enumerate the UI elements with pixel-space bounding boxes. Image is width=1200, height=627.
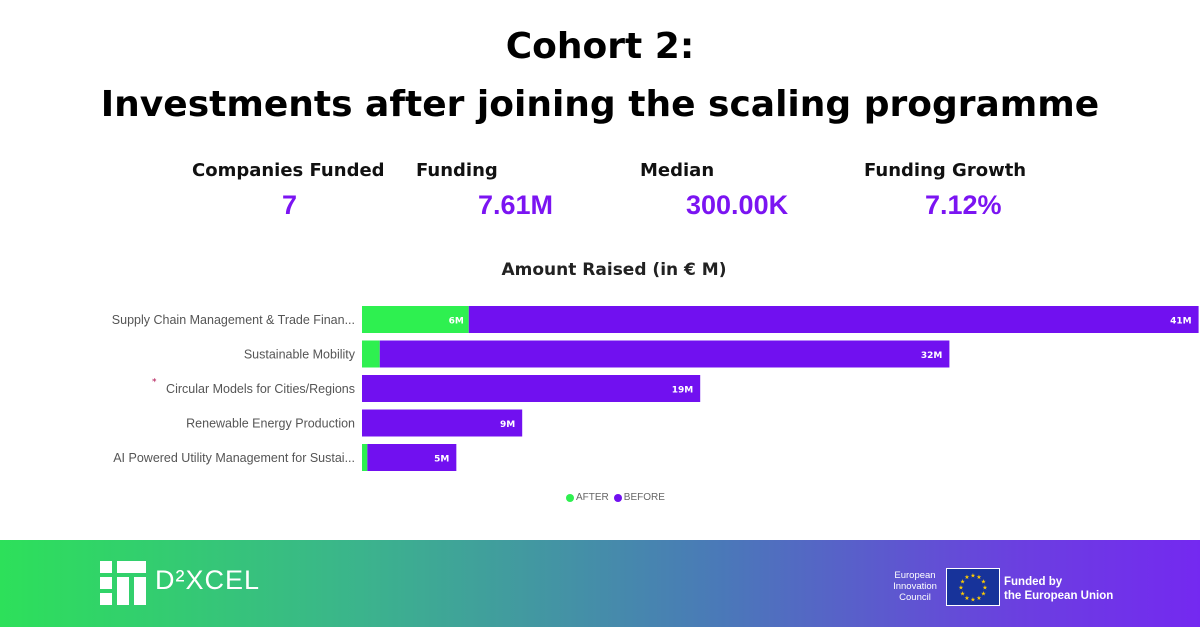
eu-line-1: Funded by (1004, 576, 1063, 588)
eic-label: European Innovation Council (893, 570, 937, 603)
bar-before-label: 19M (672, 386, 694, 396)
kpi-value-median: 300.00K (686, 190, 789, 220)
kpi-value-funding-growth: 7.12% (925, 190, 1002, 220)
title-line-2: Investments after joining the scaling pr… (100, 84, 1100, 125)
bar-before[interactable] (362, 409, 523, 437)
kpi-label-funding-growth: Funding Growth (864, 160, 1027, 181)
legend-after-swatch (566, 493, 574, 502)
kpi-value-funding: 7.61M (478, 190, 554, 220)
eu-funding-text: Funded by the European Union (1004, 575, 1113, 603)
bar-before-label: 41M (1170, 317, 1192, 327)
title-line-1: Cohort 2: (505, 26, 695, 67)
bar-before[interactable] (379, 340, 950, 368)
category-label: Renewable Energy Production (186, 417, 355, 431)
bar-after[interactable] (362, 444, 368, 471)
legend-before-swatch (613, 493, 622, 502)
d2xcel-logo-icon (100, 561, 146, 605)
bar-after[interactable] (362, 306, 469, 333)
bar-chart: Supply Chain Management & Trade Finan...… (112, 306, 1199, 471)
bar-before[interactable] (468, 306, 1199, 333)
kpi-value-companies-funded: 7 (282, 190, 298, 220)
bar-before-label: 9M (500, 420, 515, 430)
chart-legend: AFTER BEFORE (566, 492, 665, 503)
bar-before[interactable] (367, 444, 457, 471)
bar-before[interactable] (362, 375, 701, 402)
bar-after-label: 6M (449, 317, 464, 327)
eu-star: ★ (960, 579, 965, 586)
chart-title: Amount Raised (in € M) (501, 260, 727, 280)
category-label: Sustainable Mobility (244, 348, 356, 362)
eu-star: ★ (964, 595, 969, 602)
bar-before-label: 5M (434, 455, 449, 465)
eu-star: ★ (958, 585, 963, 592)
kpi-label-median: Median (640, 160, 715, 181)
eu-star: ★ (960, 591, 965, 598)
category-label: Supply Chain Management & Trade Finan... (112, 313, 355, 327)
eu-line-2: the European Union (1004, 590, 1114, 602)
kpi-label-funding: Funding (416, 160, 498, 181)
eu-star: ★ (982, 585, 987, 592)
eu-star: ★ (976, 574, 981, 581)
brand-name: D²XCEL (155, 565, 261, 595)
eu-flag-icon: ★ ★ ★ ★ ★ ★ ★ ★ ★ ★ ★ ★ (946, 568, 1000, 606)
eu-star: ★ (981, 591, 986, 598)
eu-star: ★ (981, 579, 986, 586)
legend-after-label: AFTER (576, 492, 609, 503)
eu-star: ★ (976, 595, 981, 602)
eu-star: ★ (964, 574, 969, 581)
eu-star: ★ (970, 573, 975, 580)
category-label: Circular Models for Cities/Regions (166, 382, 355, 396)
bar-after[interactable] (362, 340, 380, 368)
category-label: AI Powered Utility Management for Sustai… (113, 451, 355, 465)
eu-star: ★ (970, 597, 975, 604)
bar-before-label: 32M (921, 351, 943, 361)
legend-before-label: BEFORE (623, 492, 665, 503)
category-marker: * (152, 378, 157, 388)
kpi-label-companies-funded: Companies Funded (192, 160, 385, 181)
footer-banner: D²XCEL European Innovation Council ★ ★ ★ ★ ★… (0, 540, 1200, 627)
